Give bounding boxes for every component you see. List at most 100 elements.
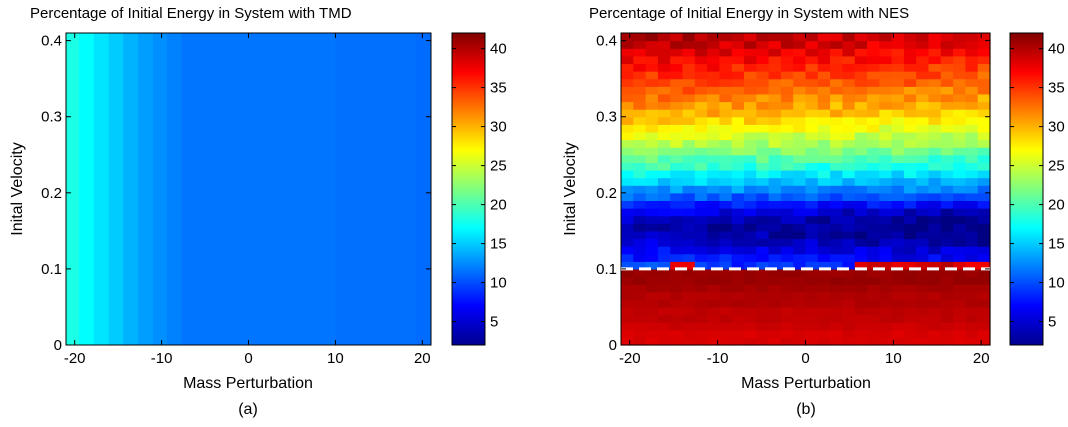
- heatmap-cell: [707, 124, 720, 133]
- heatmap-cell: [916, 208, 930, 217]
- heatmap-cell: [842, 276, 856, 285]
- heatmap-cell: [633, 223, 647, 232]
- heatmap-cell: [817, 116, 831, 125]
- heatmap-cell: [645, 261, 659, 270]
- heatmap-cell: [965, 169, 979, 179]
- heatmap-cell: [891, 124, 905, 133]
- panel-a: Percentage of Initial Energy in System w…: [9, 5, 507, 418]
- heatmap-cell: [817, 86, 831, 95]
- heatmap-cell: [879, 177, 893, 186]
- heatmap-cell: [719, 192, 733, 202]
- y-tick-label: 0: [54, 337, 62, 354]
- heatmap-cell: [867, 253, 880, 262]
- heatmap-cell: [953, 147, 966, 156]
- heatmap-cell: [682, 268, 696, 278]
- panel-a-title: Percentage of Initial Energy in System w…: [30, 5, 352, 22]
- heatmap-cell: [977, 169, 991, 179]
- heatmap-column: [181, 33, 336, 345]
- heatmap-cell: [940, 86, 954, 95]
- heatmap-cell: [621, 215, 634, 224]
- heatmap-cell: [670, 337, 684, 346]
- heatmap-cell: [817, 284, 831, 293]
- heatmap-cell: [805, 230, 819, 240]
- heatmap-cell: [879, 33, 893, 42]
- heatmap-cell: [780, 63, 794, 72]
- heatmap-cell: [879, 306, 893, 316]
- heatmap-cell: [965, 306, 979, 316]
- heatmap-cell: [854, 268, 868, 278]
- heatmap-cell: [891, 78, 905, 87]
- heatmap-cell: [916, 93, 930, 103]
- heatmap-cell: [719, 261, 733, 270]
- heatmap-cell: [953, 238, 966, 247]
- heatmap-cell: [682, 329, 696, 338]
- heatmap-cell: [903, 192, 917, 202]
- heatmap-cell: [916, 223, 930, 232]
- heatmap-cell: [879, 238, 893, 247]
- heatmap-cell: [842, 78, 856, 87]
- heatmap-cell: [670, 284, 684, 293]
- heatmap-cell: [694, 177, 708, 186]
- heatmap-cell: [879, 93, 893, 103]
- heatmap-cell: [670, 63, 684, 72]
- heatmap-cell: [817, 276, 831, 285]
- heatmap-cell: [744, 86, 757, 95]
- heatmap-cell: [657, 162, 671, 171]
- heatmap-cell: [793, 208, 807, 217]
- heatmap-cell: [657, 131, 671, 141]
- heatmap-cell: [707, 162, 720, 171]
- heatmap-cell: [780, 291, 794, 300]
- heatmap-cell: [879, 223, 893, 232]
- heatmap-cell: [879, 63, 893, 72]
- heatmap-cell: [940, 154, 954, 163]
- heatmap-cell: [830, 246, 843, 255]
- heatmap-cell: [780, 139, 794, 148]
- heatmap-cell: [780, 78, 794, 87]
- heatmap-cell: [707, 268, 720, 278]
- heatmap-cell: [780, 208, 794, 217]
- heatmap-cell: [805, 139, 819, 148]
- heatmap-cell: [867, 154, 880, 163]
- heatmap-cell: [891, 200, 905, 209]
- heatmap-cell: [879, 192, 893, 202]
- heatmap-cell: [756, 208, 770, 217]
- heatmap-cell: [916, 337, 930, 346]
- heatmap-cell: [965, 314, 979, 323]
- heatmap-cell: [953, 337, 966, 346]
- heatmap-cell: [928, 124, 942, 133]
- heatmap-cell: [731, 124, 745, 133]
- heatmap-cell: [805, 78, 819, 87]
- heatmap-cell: [830, 261, 843, 270]
- heatmap-cell: [793, 169, 807, 179]
- heatmap-cell: [879, 299, 893, 308]
- heatmap-cell: [965, 55, 979, 65]
- heatmap-column: [79, 33, 95, 345]
- heatmap-cell: [928, 177, 942, 186]
- heatmap-cell: [670, 208, 684, 217]
- heatmap-cell: [842, 71, 856, 80]
- heatmap-cell: [744, 109, 757, 118]
- heatmap-cell: [744, 63, 757, 72]
- heatmap-cell: [621, 124, 634, 133]
- heatmap-cell: [916, 55, 930, 65]
- heatmap-cell: [817, 200, 831, 209]
- heatmap-cell: [793, 116, 807, 125]
- heatmap-cell: [891, 185, 905, 194]
- heatmap-cell: [891, 246, 905, 255]
- heatmap-cell: [780, 124, 794, 133]
- y-tick-label: 0.2: [41, 185, 62, 202]
- heatmap-cell: [793, 223, 807, 232]
- heatmap-cell: [805, 63, 819, 72]
- heatmap-cell: [928, 192, 942, 202]
- colorbar-tick-label: 35: [1048, 80, 1065, 97]
- heatmap-cell: [756, 314, 770, 323]
- heatmap-cell: [879, 246, 893, 255]
- heatmap-cell: [707, 63, 720, 72]
- heatmap-cell: [940, 101, 954, 110]
- heatmap-cell: [805, 147, 819, 156]
- heatmap-cell: [879, 215, 893, 224]
- heatmap-cell: [645, 253, 659, 262]
- heatmap-cell: [879, 169, 893, 179]
- heatmap-cell: [916, 192, 930, 202]
- heatmap-cell: [633, 291, 647, 300]
